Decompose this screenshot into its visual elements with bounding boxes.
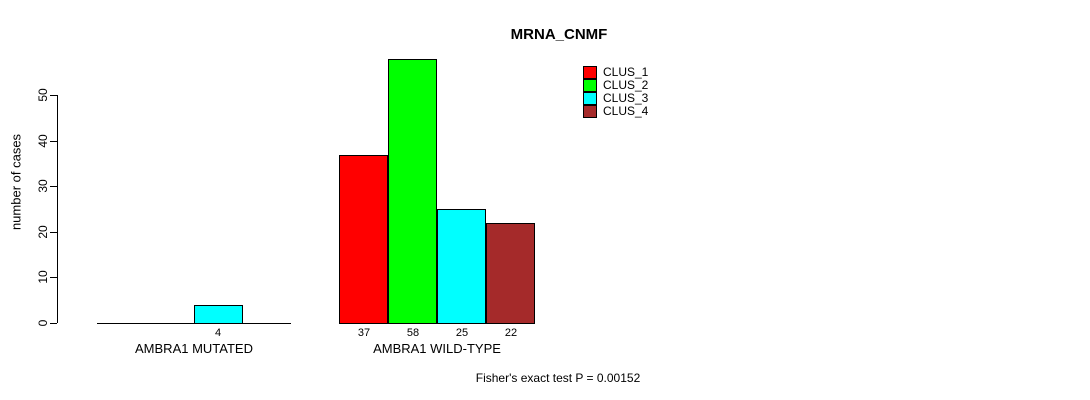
chart-title: MRNA_CNMF: [510, 26, 608, 43]
bar-value-label: 25: [455, 327, 469, 339]
bar-clus_2: [388, 59, 437, 324]
x-group-label: AMBRA1 MUTATED: [135, 341, 253, 356]
y-axis-tick: [50, 186, 57, 187]
legend-item-clus_1: CLUS_1: [583, 66, 648, 79]
legend: CLUS_1 CLUS_2 CLUS_3 CLUS_4: [583, 66, 648, 118]
legend-label: CLUS_1: [603, 65, 649, 79]
y-axis-tick-label: 20: [36, 225, 50, 239]
y-axis-tick: [50, 141, 57, 142]
y-axis-tick-label: 40: [36, 134, 50, 148]
legend-swatch-clus_2: [583, 79, 597, 92]
legend-label: CLUS_4: [603, 104, 649, 118]
y-axis-tick-label: 30: [36, 179, 50, 193]
bar-value-label: 4: [214, 327, 222, 339]
y-axis-tick: [50, 277, 57, 278]
y-axis-tick: [50, 95, 57, 96]
y-axis-tick-label: 10: [36, 270, 50, 284]
legend-swatch-clus_1: [583, 66, 597, 79]
bar-clus_4: [486, 223, 535, 324]
bar-value-label: 22: [504, 327, 518, 339]
legend-swatch-clus_4: [583, 105, 597, 118]
y-axis-line: [57, 95, 58, 323]
y-axis-tick-label: 50: [36, 88, 50, 102]
y-axis-tick-label: 0: [36, 319, 50, 327]
y-axis-tick: [50, 323, 57, 324]
y-axis-label: number of cases: [8, 133, 24, 231]
legend-item-clus_4: CLUS_4: [583, 105, 648, 118]
bar-value-label: 58: [406, 327, 420, 339]
legend-item-clus_2: CLUS_2: [583, 79, 648, 92]
fisher-test-annotation: Fisher's exact test P = 0.00152: [475, 371, 641, 385]
x-group-label: AMBRA1 WILD-TYPE: [373, 341, 501, 356]
bar-clus_3: [194, 305, 243, 324]
legend-item-clus_3: CLUS_3: [583, 92, 648, 105]
bar-clus_1: [339, 155, 388, 324]
legend-label: CLUS_2: [603, 78, 649, 92]
legend-label: CLUS_3: [603, 91, 649, 105]
legend-swatch-clus_3: [583, 92, 597, 105]
bar-value-label: 37: [357, 327, 371, 339]
y-axis-tick: [50, 232, 57, 233]
bar-clus_3: [437, 209, 486, 324]
